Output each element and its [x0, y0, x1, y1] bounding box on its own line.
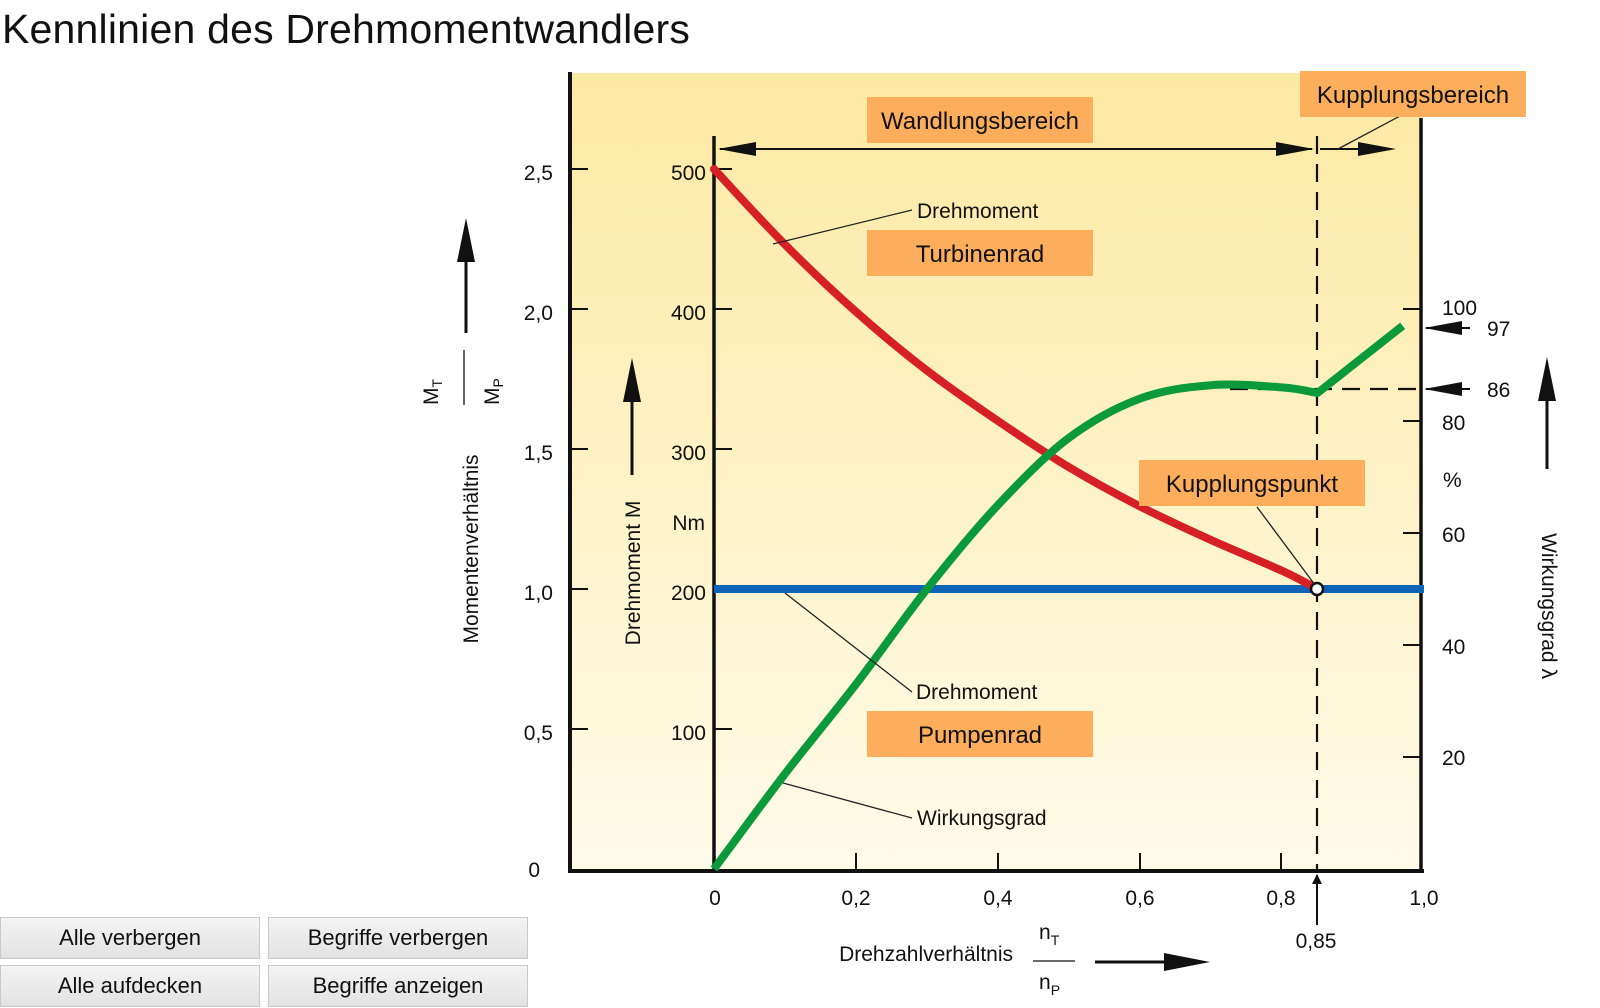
torque-tick-label: 400: [671, 302, 706, 325]
ratio-fraction: MT MP: [420, 350, 506, 405]
efficiency-curve: [710, 322, 1406, 872]
wandlungsbereich-arrowhead-left: [718, 142, 756, 156]
efficiency-tick-label: 80: [1442, 412, 1465, 435]
ratio-fraction-den: M: [481, 388, 504, 406]
box-kupplungspunkt: [1139, 460, 1365, 506]
x-tick-label: 0: [709, 887, 721, 910]
x-fraction-num-sub: T: [1051, 932, 1060, 948]
x-axis-ticks: [855, 853, 1282, 871]
ratio-tick-label: 1,0: [524, 582, 553, 605]
ratio-fraction-num: M: [420, 388, 443, 406]
x-tick-label: 1,0: [1409, 887, 1438, 910]
torque-axis-label: Drehmoment M: [622, 501, 645, 646]
box-turbinenrad: [867, 230, 1093, 276]
marker-86-label: 86: [1487, 379, 1510, 402]
leader-lines: [772, 115, 1401, 819]
box-wandlungsbereich-label: Wandlungsbereich: [881, 108, 1079, 135]
efficiency-axis-label: Wirkungsgrad λ: [1537, 533, 1560, 679]
hide-terms-button[interactable]: Begriffe verbergen: [268, 917, 528, 959]
torque-unit: Nm: [672, 512, 705, 535]
ratio-axis-arrowhead: [457, 218, 475, 262]
turbine-torque-curve: [710, 165, 1322, 593]
ratio-tick-label: 0,5: [524, 722, 553, 745]
efficiency-tick-label: 60: [1442, 524, 1465, 547]
torque-tick-label: 200: [671, 582, 706, 605]
svg-text:nT: nT: [1039, 921, 1060, 948]
x-tick-label: 0,8: [1266, 887, 1295, 910]
efficiency-tick-label: 40: [1442, 636, 1465, 659]
wandlungsbereich-arrowhead-right: [1276, 142, 1314, 156]
box-wandlungsbereich: [867, 97, 1093, 143]
coupling-point-marker: [1309, 581, 1325, 597]
box-turbinenrad-label: Turbinenrad: [916, 241, 1045, 268]
x-fraction-num: n: [1039, 921, 1051, 944]
box-kupplungspunkt-label: Kupplungspunkt: [1166, 471, 1338, 498]
marker-86-arrowhead: [1424, 382, 1462, 396]
x-axis-arrowhead: [1164, 953, 1210, 971]
efficiency-tick-label: 20: [1442, 747, 1465, 770]
efficiency-axis-ticks: [1403, 308, 1421, 758]
torque-tick-label: 300: [671, 442, 706, 465]
x-tick-label: 0,4: [983, 887, 1013, 910]
x-tick-label: 0,2: [841, 887, 870, 910]
box-kupplungsbereich: [1300, 71, 1526, 117]
x-fraction: nT nP: [1033, 921, 1075, 998]
efficiency-axis-arrowhead: [1538, 357, 1556, 401]
torque-axis-ticks: [714, 168, 732, 730]
ratio-axis-label: Momentenverhältnis: [460, 454, 483, 643]
marker-97-label: 97: [1487, 318, 1510, 341]
x-fraction-den: n: [1039, 971, 1051, 994]
box-pumpenrad-label: Pumpenrad: [918, 722, 1042, 749]
box-pumpenrad: [867, 711, 1093, 757]
ratio-tick-label: 1,5: [524, 442, 553, 465]
annotation-wirkungsgrad: Wirkungsgrad: [917, 807, 1047, 830]
x-tick-label: 0,6: [1125, 887, 1154, 910]
torque-tick-label: 100: [671, 722, 706, 745]
efficiency-unit: %: [1443, 469, 1462, 492]
ratio-tick-label: 2,0: [524, 302, 553, 325]
marker-97-arrowhead: [1424, 321, 1462, 335]
show-terms-button[interactable]: Begriffe anzeigen: [268, 965, 528, 1007]
page-title: Kennlinien des Drehmomentwandlers: [2, 6, 691, 52]
svg-text:nP: nP: [1039, 971, 1060, 998]
hide-all-button[interactable]: Alle verbergen: [0, 917, 260, 959]
ratio-fraction-den-sub: P: [490, 378, 506, 387]
svg-text:MP: MP: [481, 378, 506, 405]
reveal-all-button[interactable]: Alle aufdecken: [0, 965, 260, 1007]
annotation-drehmoment-pumpe: Drehmoment: [916, 681, 1038, 704]
annotation-drehmoment-turbine: Drehmoment: [917, 200, 1039, 223]
ratio-fraction-num-sub: T: [429, 379, 445, 388]
ratio-axis-ticks: [570, 168, 588, 730]
torque-axis-arrowhead: [623, 358, 641, 402]
coupling-value-label: 0,85: [1296, 930, 1337, 953]
x-axis-label: Drehzahlverhältnis: [839, 943, 1013, 966]
ratio-tick-label: 0: [528, 859, 540, 882]
box-kupplungsbereich-label: Kupplungsbereich: [1317, 82, 1509, 109]
svg-text:MT: MT: [420, 379, 445, 406]
efficiency-tick-label: 100: [1442, 297, 1477, 320]
torque-tick-label: 500: [671, 162, 706, 185]
ratio-tick-label: 2,5: [524, 162, 553, 185]
kupplungsbereich-arrowhead: [1358, 142, 1396, 156]
x-fraction-den-sub: P: [1051, 982, 1060, 998]
